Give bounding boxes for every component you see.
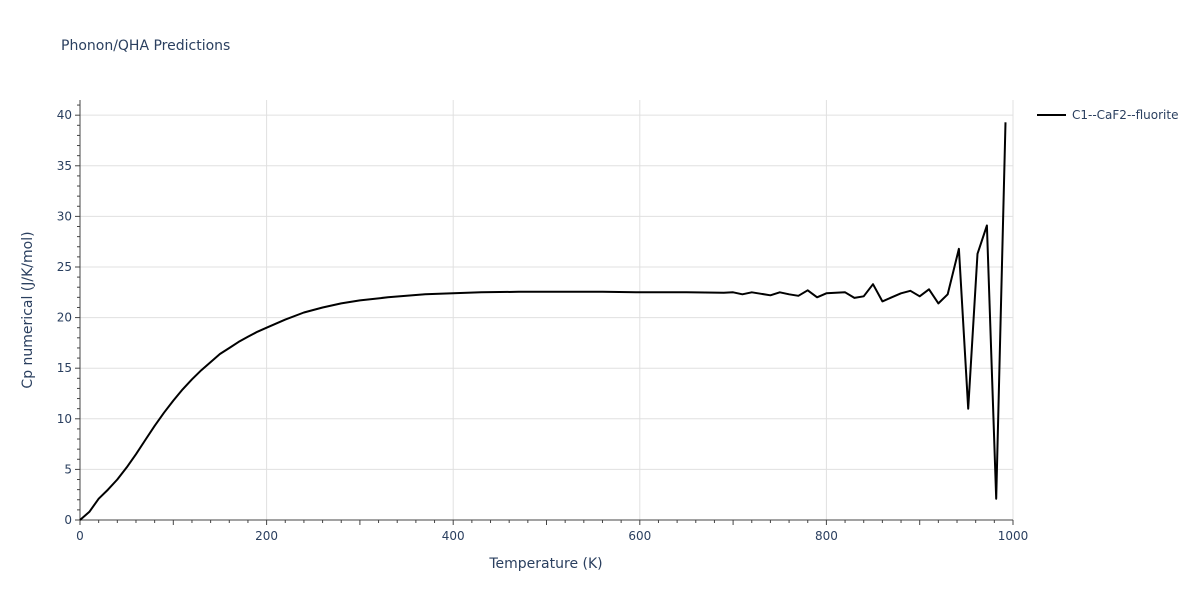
grid (80, 100, 1014, 520)
x-tick-label: 600 (628, 529, 651, 543)
y-tick-label: 5 (64, 462, 72, 476)
y-tick-label: 30 (57, 209, 72, 223)
x-tick-label: 800 (815, 529, 838, 543)
y-tick-label: 10 (57, 412, 72, 426)
x-axis-title: Temperature (K) (488, 556, 602, 572)
x-tick-label: 200 (255, 529, 278, 543)
y-axis-title: Cp numerical (J/K/mol) (20, 231, 36, 388)
y-tick-label: 0 (64, 513, 72, 527)
legend[interactable]: C1--CaF2--fluorite (1037, 108, 1178, 122)
x-tick-label: 1000 (998, 529, 1029, 543)
y-tick-label: 40 (57, 108, 72, 122)
y-tick-label: 20 (57, 311, 72, 325)
series-layer (79, 122, 1007, 521)
y-tick-label: 15 (57, 361, 72, 375)
y-tick-label: 35 (57, 159, 72, 173)
x-tick-label: 400 (442, 529, 465, 543)
x-tick-label: 0 (76, 529, 84, 543)
chart-title: Phonon/QHA Predictions (61, 38, 230, 54)
y-tick-label: 25 (57, 260, 72, 274)
series-line (79, 122, 1007, 521)
legend-label: C1--CaF2--fluorite (1072, 108, 1178, 122)
